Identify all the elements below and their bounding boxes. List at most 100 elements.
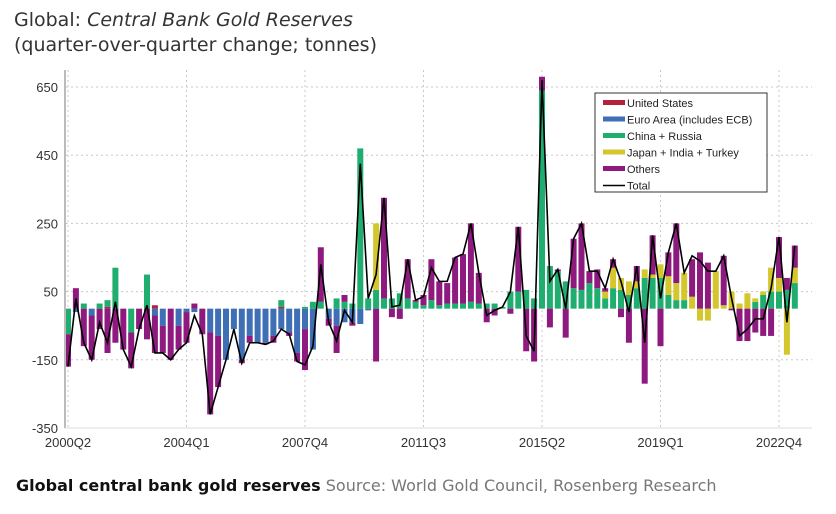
bar-china-russia [594,288,601,309]
bar-others [594,269,601,289]
bar-china-russia [531,298,538,309]
bar-japan-india-turkey [657,264,664,278]
bar-others [744,308,751,342]
bar-others [452,257,459,304]
legend-label: China + Russia [627,131,703,143]
bar-china-russia [341,301,348,309]
bar-euro-area-includes-ecb- [333,308,340,326]
bar-china-russia [460,303,466,309]
bar-china-russia [404,298,411,309]
bar-others [191,303,198,309]
legend-swatch [603,116,625,122]
bar-china-russia [610,288,617,309]
bar-others [373,308,380,362]
bar-others [159,325,166,353]
bar-others [791,245,798,268]
bar-japan-india-turkey [602,291,609,299]
bar-euro-area-includes-ecb- [302,308,308,330]
legend-swatch [603,100,625,105]
bar-euro-area-includes-ecb- [294,308,301,353]
bar-euro-area-includes-ecb- [238,308,245,360]
bar-others [768,308,775,336]
bar-euro-area-includes-ecb- [365,308,372,311]
bar-japan-india-turkey [625,281,632,296]
bar-china-russia [278,300,285,307]
bar-china-russia [317,301,324,309]
bar-china-russia [144,274,150,309]
bar-euro-area-includes-ecb- [159,308,166,326]
bar-china-russia [436,305,443,309]
bar-china-russia [444,303,451,309]
bar-china-russia [570,288,577,309]
x-tick-label: 2000Q2 [45,435,91,450]
bar-china-russia [373,289,380,309]
bar-japan-india-turkey [720,305,727,309]
bar-china-russia [554,271,561,309]
bar-china-russia [641,277,648,309]
bar-euro-area-includes-ecb- [270,308,277,336]
bar-japan-india-turkey [776,277,782,292]
bar-others [136,308,143,330]
bar-china-russia [665,295,672,309]
bar-china-russia [381,298,387,309]
bar-others [317,247,324,302]
bar-others [144,308,150,340]
bar-others [728,308,735,311]
bar-china-russia [649,277,656,309]
bar-euro-area-includes-ecb- [215,308,222,336]
bar-euro-area-includes-ecb- [357,308,364,324]
bar-euro-area-includes-ecb- [262,308,269,343]
bar-china-russia [507,291,514,309]
bar-others [112,308,119,343]
bar-china-russia [452,303,459,309]
bar-japan-india-turkey [791,267,798,284]
bar-others [183,312,190,343]
bar-others [88,315,95,360]
bar-japan-india-turkey [373,223,380,290]
bar-japan-india-turkey [633,281,640,289]
bar-china-russia [515,291,522,309]
y-tick-label: 450 [36,148,58,163]
bar-others [665,252,672,277]
legend-box [594,92,768,193]
bar-japan-india-turkey [704,308,711,321]
bar-others [507,308,514,314]
bar-others [697,252,703,309]
bar-euro-area-includes-ecb- [151,308,158,316]
bar-china-russia [96,303,103,309]
bar-others [460,254,466,304]
bar-others [96,308,103,330]
bar-others [207,332,214,415]
bar-japan-india-turkey [760,291,767,296]
x-tick-label: 2007Q4 [282,435,328,450]
legend-label: Others [627,164,661,176]
bar-others [467,223,474,302]
bar-others [491,308,498,316]
bar-others [649,235,656,275]
y-tick-label: 50 [44,285,58,300]
bar-china-russia [602,298,609,309]
bar-united-states [104,306,111,309]
bar-euro-area-includes-ecb- [325,308,332,319]
bar-china-russia [633,288,640,309]
bar-others [436,281,443,306]
legend-swatch [603,149,625,155]
bar-united-states [278,306,285,309]
bar-others [689,259,696,297]
y-tick-label: -350 [32,421,58,436]
bar-japan-india-turkey [610,267,617,289]
bar-china-russia [681,300,688,309]
bar-others [444,283,451,304]
bar-china-russia [365,298,372,309]
bar-others [562,308,569,338]
bar-china-russia [420,305,427,309]
total-line [67,80,796,415]
bar-others [246,335,253,343]
legend-label: Japan + India + Turkey [627,148,739,160]
bar-others [783,277,790,290]
bar-japan-india-turkey [768,267,775,292]
y-tick-label: -150 [32,353,58,368]
bar-china-russia [309,301,316,309]
bar-china-russia [65,308,71,335]
